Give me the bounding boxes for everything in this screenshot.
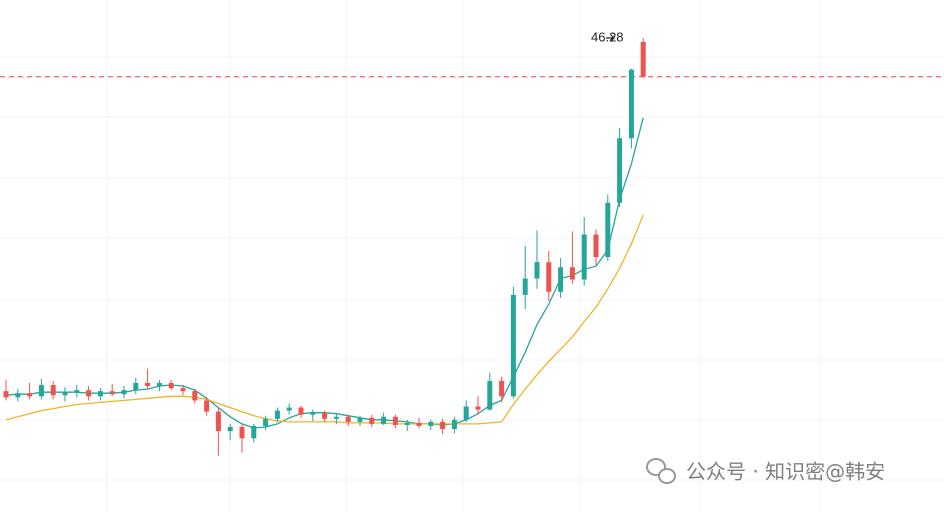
watermark: 公众号 · 知识密@韩安 (646, 458, 885, 484)
candle-body (322, 412, 328, 419)
candle-body (298, 407, 304, 415)
candle-body (428, 421, 434, 426)
candle-body (192, 391, 198, 401)
candle-body (263, 418, 269, 426)
candle-body (50, 385, 56, 396)
watermark-text: 公众号 · 知识密@韩安 (686, 460, 885, 484)
moving-average (5, 214, 644, 425)
candle-body (416, 422, 422, 426)
candle-body (581, 234, 587, 280)
candle-body (204, 400, 210, 412)
candle-body (97, 391, 103, 397)
candle-body (475, 406, 481, 410)
candle-body (499, 380, 505, 397)
candle-body (239, 427, 245, 439)
candle-body (27, 393, 33, 397)
candle-body (369, 417, 375, 424)
candle-body (62, 392, 68, 396)
candle-body (168, 382, 174, 389)
candle-body (156, 382, 162, 387)
candle-body (487, 380, 493, 410)
candle-body (145, 382, 151, 387)
candle-body (121, 390, 127, 395)
candle-body (381, 416, 387, 424)
candle-body (534, 262, 540, 279)
candle-body (133, 382, 139, 391)
candle-body (357, 417, 363, 422)
candle-body (3, 391, 9, 398)
candle-body (546, 262, 552, 292)
candle-body (74, 390, 80, 393)
candle-body (180, 388, 186, 392)
candle-body (451, 419, 457, 430)
candle-body (510, 294, 516, 397)
price-arrow (606, 34, 615, 42)
candle-body (274, 410, 280, 419)
candle-body (333, 416, 339, 419)
candle-body (345, 416, 351, 422)
candle-body (640, 41, 646, 77)
candle-body (310, 412, 316, 415)
candle-body (38, 385, 44, 397)
candle-body (593, 234, 599, 258)
candle-body (392, 416, 398, 425)
wechat-icon (658, 468, 676, 484)
candle-body (569, 267, 575, 280)
candle-body (251, 425, 257, 439)
wechat-icon (646, 458, 666, 476)
plot (0, 38, 944, 456)
candle-body (286, 407, 292, 411)
candle-body (109, 391, 115, 395)
candle-body (522, 278, 528, 295)
candle-body (404, 422, 410, 425)
candle-body (215, 411, 221, 432)
candle-body (628, 69, 634, 139)
candle-body (463, 406, 469, 420)
candle-body (227, 427, 233, 432)
candle-body (86, 390, 92, 397)
price-label: 46.28 (591, 30, 624, 45)
candle-body (15, 393, 21, 398)
candle-body (617, 138, 623, 203)
candle-body (440, 421, 446, 430)
candle-body (558, 267, 564, 292)
candle-body (605, 202, 611, 258)
